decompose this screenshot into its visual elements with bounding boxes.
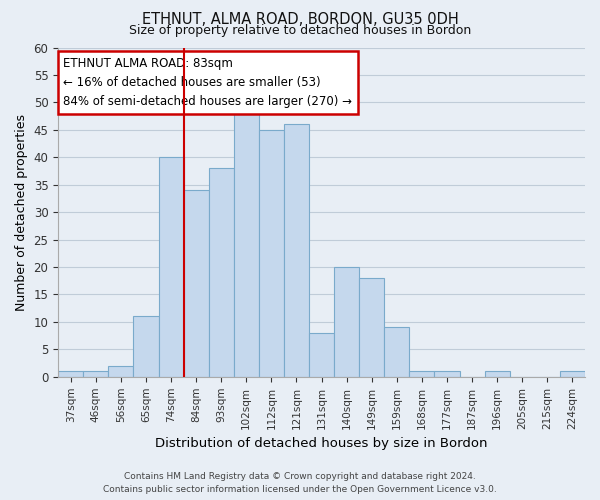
- Bar: [334, 267, 359, 377]
- Bar: [359, 278, 384, 377]
- Bar: [409, 372, 434, 377]
- Bar: [309, 333, 334, 377]
- Y-axis label: Number of detached properties: Number of detached properties: [15, 114, 28, 310]
- Text: ETHNUT, ALMA ROAD, BORDON, GU35 0DH: ETHNUT, ALMA ROAD, BORDON, GU35 0DH: [142, 12, 458, 28]
- Bar: [485, 372, 510, 377]
- Bar: [83, 372, 109, 377]
- X-axis label: Distribution of detached houses by size in Bordon: Distribution of detached houses by size …: [155, 437, 488, 450]
- Text: Size of property relative to detached houses in Bordon: Size of property relative to detached ho…: [129, 24, 471, 37]
- Bar: [259, 130, 284, 377]
- Bar: [133, 316, 158, 377]
- Bar: [58, 372, 83, 377]
- Bar: [158, 158, 184, 377]
- Bar: [560, 372, 585, 377]
- Bar: [184, 190, 209, 377]
- Text: Contains HM Land Registry data © Crown copyright and database right 2024.
Contai: Contains HM Land Registry data © Crown c…: [103, 472, 497, 494]
- Bar: [234, 114, 259, 377]
- Text: ETHNUT ALMA ROAD: 83sqm
← 16% of detached houses are smaller (53)
84% of semi-de: ETHNUT ALMA ROAD: 83sqm ← 16% of detache…: [64, 58, 352, 108]
- Bar: [434, 372, 460, 377]
- Bar: [384, 328, 409, 377]
- Bar: [284, 124, 309, 377]
- Bar: [209, 168, 234, 377]
- Bar: [109, 366, 133, 377]
